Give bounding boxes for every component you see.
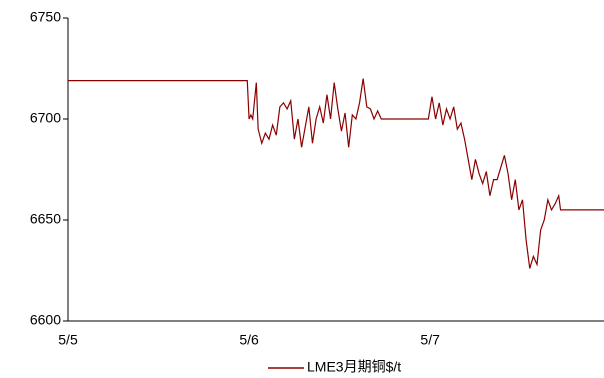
- y-tick-label: 6650: [30, 211, 61, 227]
- x-tick-label: 5/7: [420, 332, 440, 348]
- y-tick-label: 6600: [30, 312, 61, 328]
- line: [68, 78, 604, 269]
- x-tick-label: 5/5: [58, 332, 78, 348]
- y-tick-label: 6750: [30, 9, 61, 25]
- legend-label: LME3月期铜$/t: [307, 359, 401, 375]
- x-tick-label: 5/6: [239, 332, 259, 348]
- y-tick-label: 6700: [30, 110, 61, 126]
